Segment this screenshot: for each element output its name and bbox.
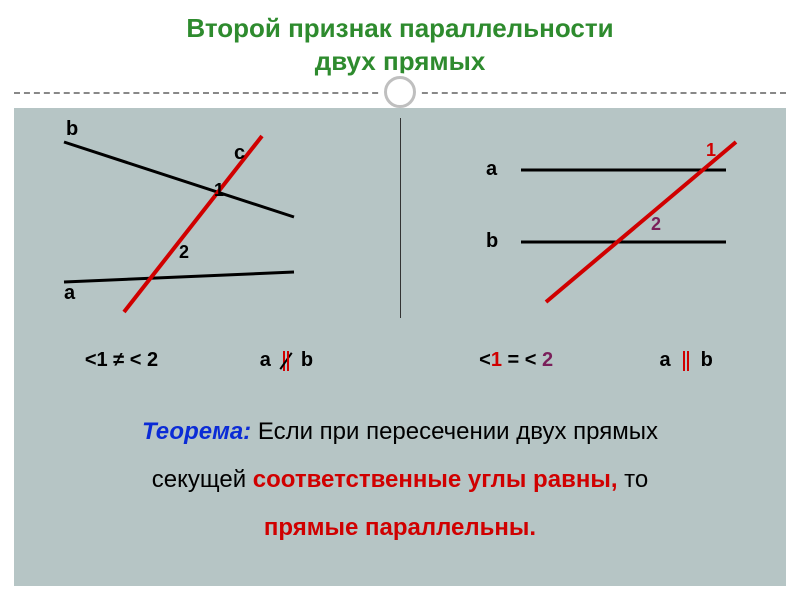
expr-b: b — [301, 349, 313, 372]
condition-row-left: <1 ≠ < 2 a b — [34, 349, 364, 372]
theorem-text: Теорема: Если при пересечении двух прямы… — [32, 408, 768, 552]
label-b: b — [486, 230, 498, 253]
theorem-label: Теорема: — [142, 418, 251, 445]
parallel-expr: a b — [659, 349, 712, 372]
expr-a: a — [659, 349, 670, 372]
label-a: a — [64, 282, 75, 305]
diagrams-area: b с a 1 2 <1 ≠ < 2 a b a b 1 2 — [14, 108, 786, 398]
theorem-part1: Если при пересечении двух прямых — [251, 418, 658, 445]
condition-left: <1 ≠ < 2 — [85, 349, 158, 372]
vertical-separator — [400, 118, 401, 318]
expr-a: a — [260, 349, 271, 372]
theorem-red1: соответственные углы равны, — [253, 466, 618, 493]
label-a: a — [486, 158, 497, 181]
condition-row-right: <1 = < 2 a b — [426, 349, 766, 372]
parallel-icon — [681, 351, 691, 371]
slide-header: Второй признак параллельности двух прямы… — [0, 0, 800, 100]
header-ring-icon — [381, 73, 419, 111]
title-line-1: Второй признак параллельности — [186, 13, 613, 43]
slash-icon — [279, 352, 292, 370]
angle-1: 1 — [706, 140, 716, 161]
angle-2: 2 — [179, 242, 189, 263]
title-line-2: двух прямых — [315, 46, 486, 76]
expr-b: b — [701, 349, 713, 372]
theorem-red2: прямые параллельны. — [264, 514, 536, 541]
angle-2: 2 — [651, 214, 661, 235]
slide-title: Второй признак параллельности двух прямы… — [0, 12, 800, 77]
parallel-icon — [281, 351, 291, 371]
condition-right: <1 = < 2 — [479, 349, 553, 372]
diagram-left-svg — [34, 112, 364, 332]
content-panel: b с a 1 2 <1 ≠ < 2 a b a b 1 2 — [14, 108, 786, 586]
label-b: b — [66, 118, 78, 141]
theorem-part3: то — [617, 466, 648, 493]
diagram-parallel: a b 1 2 <1 = < 2 a b — [426, 112, 766, 372]
diagram-not-parallel: b с a 1 2 <1 ≠ < 2 a b — [34, 112, 364, 372]
angle-1: 1 — [214, 180, 224, 201]
theorem-part2: секущей — [152, 466, 253, 493]
not-parallel-expr: a b — [260, 349, 313, 372]
label-c: с — [234, 142, 245, 165]
